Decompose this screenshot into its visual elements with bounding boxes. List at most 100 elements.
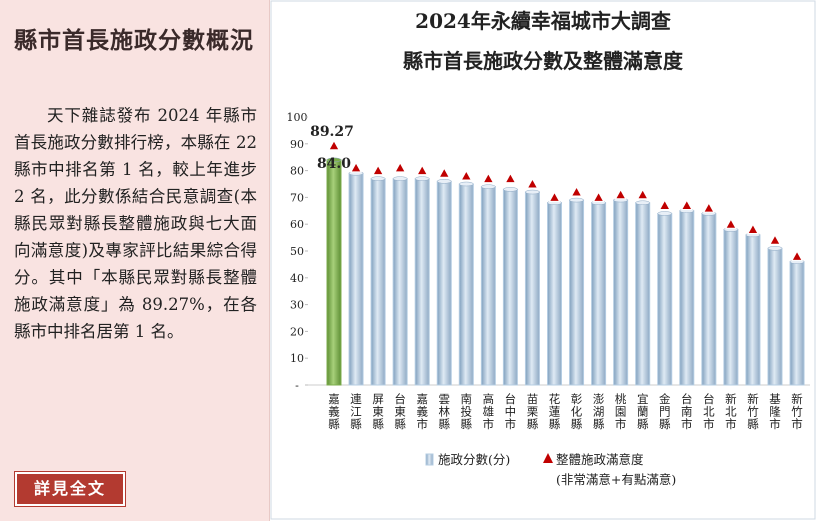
y-tick-label: 40 [290,272,304,285]
marker [548,191,561,202]
bar [635,202,651,386]
marker [416,164,429,176]
sidebar-body: 天下雜誌發布 2024 年縣市首長施政分數排行榜，本縣在 22 縣市中排名第 1… [14,106,257,341]
legend-note: (非常滿意+有點滿意) [556,472,676,487]
bar-cap [569,197,584,203]
y-tick-label: 80 [290,165,304,178]
x-tick-label: 雲林縣 [437,393,451,431]
y-tick-label: 30 [290,299,304,312]
bar [524,191,540,386]
legend-label: 整體施政滿意度 [556,452,644,467]
marker [372,164,384,176]
bar [326,159,342,386]
bar [569,199,585,386]
y-tick-label: 90 [290,138,304,151]
bar-cap [525,189,540,195]
bar [392,178,408,386]
bar-cap [370,176,386,181]
bar-cap [437,179,452,184]
x-tick-label: 新竹市 [790,392,804,430]
sidebar-title: 縣市首長施政分數概況 [14,27,254,54]
bar [414,178,430,386]
marker [636,188,649,200]
marker [460,169,473,181]
bar [613,199,629,386]
bar [767,247,783,386]
marker [482,172,495,184]
bar [723,229,739,386]
x-tick-label: 嘉義市 [415,393,429,431]
x-tick-label: 澎湖縣 [592,393,606,431]
y-tick-label: 70 [290,191,304,204]
x-tick-label: 台南市 [680,392,694,430]
marker [680,199,693,210]
marker [791,250,803,261]
legend-swatch [543,453,553,463]
bar-value-label: 84.0 [317,156,351,172]
marker [592,191,605,202]
bar-cap [503,187,518,192]
y-tick-label: - [295,379,299,392]
bar-cap [767,246,783,251]
marker [394,161,406,173]
bar-cap [459,181,474,187]
x-tick-label: 宜蘭縣 [636,392,650,430]
bar-cap [326,157,342,163]
bar-cap [481,184,496,189]
x-tick-label: 台中市 [503,392,517,430]
bar [657,212,673,386]
x-tick-label: 基隆市 [768,393,782,431]
bar [679,210,695,386]
x-tick-label: 嘉義縣 [327,393,341,431]
bar [502,188,518,386]
x-tick-label: 花蓮縣 [548,393,562,431]
marker [526,177,539,189]
x-tick-label: 台北市 [702,392,716,430]
y-tick-label: 100 [287,111,308,124]
marker [570,186,583,197]
bar [436,180,452,386]
chart-subtitle: 縣市首長施政分數及整體滿意度 [403,49,684,73]
marker [658,199,671,210]
legend-swatch [425,453,434,466]
bar [370,178,386,386]
y-tick-label: 10 [290,352,304,365]
x-tick-label: 台東縣 [393,392,407,430]
marker [747,223,759,235]
read-more-button[interactable]: 詳見全文 [14,471,126,507]
x-tick-label: 苗栗縣 [525,393,539,431]
sidebar: 縣市首長施政分數概況 天下雜誌發布 2024 年縣市首長施政分數排行榜，本縣在 … [0,0,270,521]
bar-cap [414,176,430,181]
marker [504,172,517,184]
bar [458,183,474,386]
x-tick-label: 桃園市 [614,392,628,430]
y-tick-label: 20 [290,325,304,338]
y-tick-label: 50 [290,245,304,258]
bar [547,202,562,386]
bar [480,186,496,386]
marker [328,139,340,151]
x-tick-label: 高雄市 [481,392,495,430]
bar [789,261,805,386]
marker [614,188,627,200]
marker [438,167,451,178]
bar-cap [392,176,408,181]
bar [745,234,761,386]
bar [701,212,717,386]
chart-title: 2024年永續幸福城市大調查 [415,9,671,33]
bar-cap [635,200,650,206]
x-tick-label: 彰化縣 [570,392,584,430]
marker-value-label: 89.27 [310,124,354,140]
x-tick-label: 金門縣 [658,392,672,430]
marker [350,161,362,173]
marker [769,234,781,245]
x-tick-label: 南投縣 [459,392,473,430]
marker [703,202,715,213]
marker [725,218,737,229]
legend-label: 施政分數(分) [438,452,510,467]
x-tick-label: 屏東縣 [371,393,385,431]
bar-cap [657,211,672,216]
x-tick-label: 新竹縣 [746,392,760,430]
bar [348,172,364,386]
